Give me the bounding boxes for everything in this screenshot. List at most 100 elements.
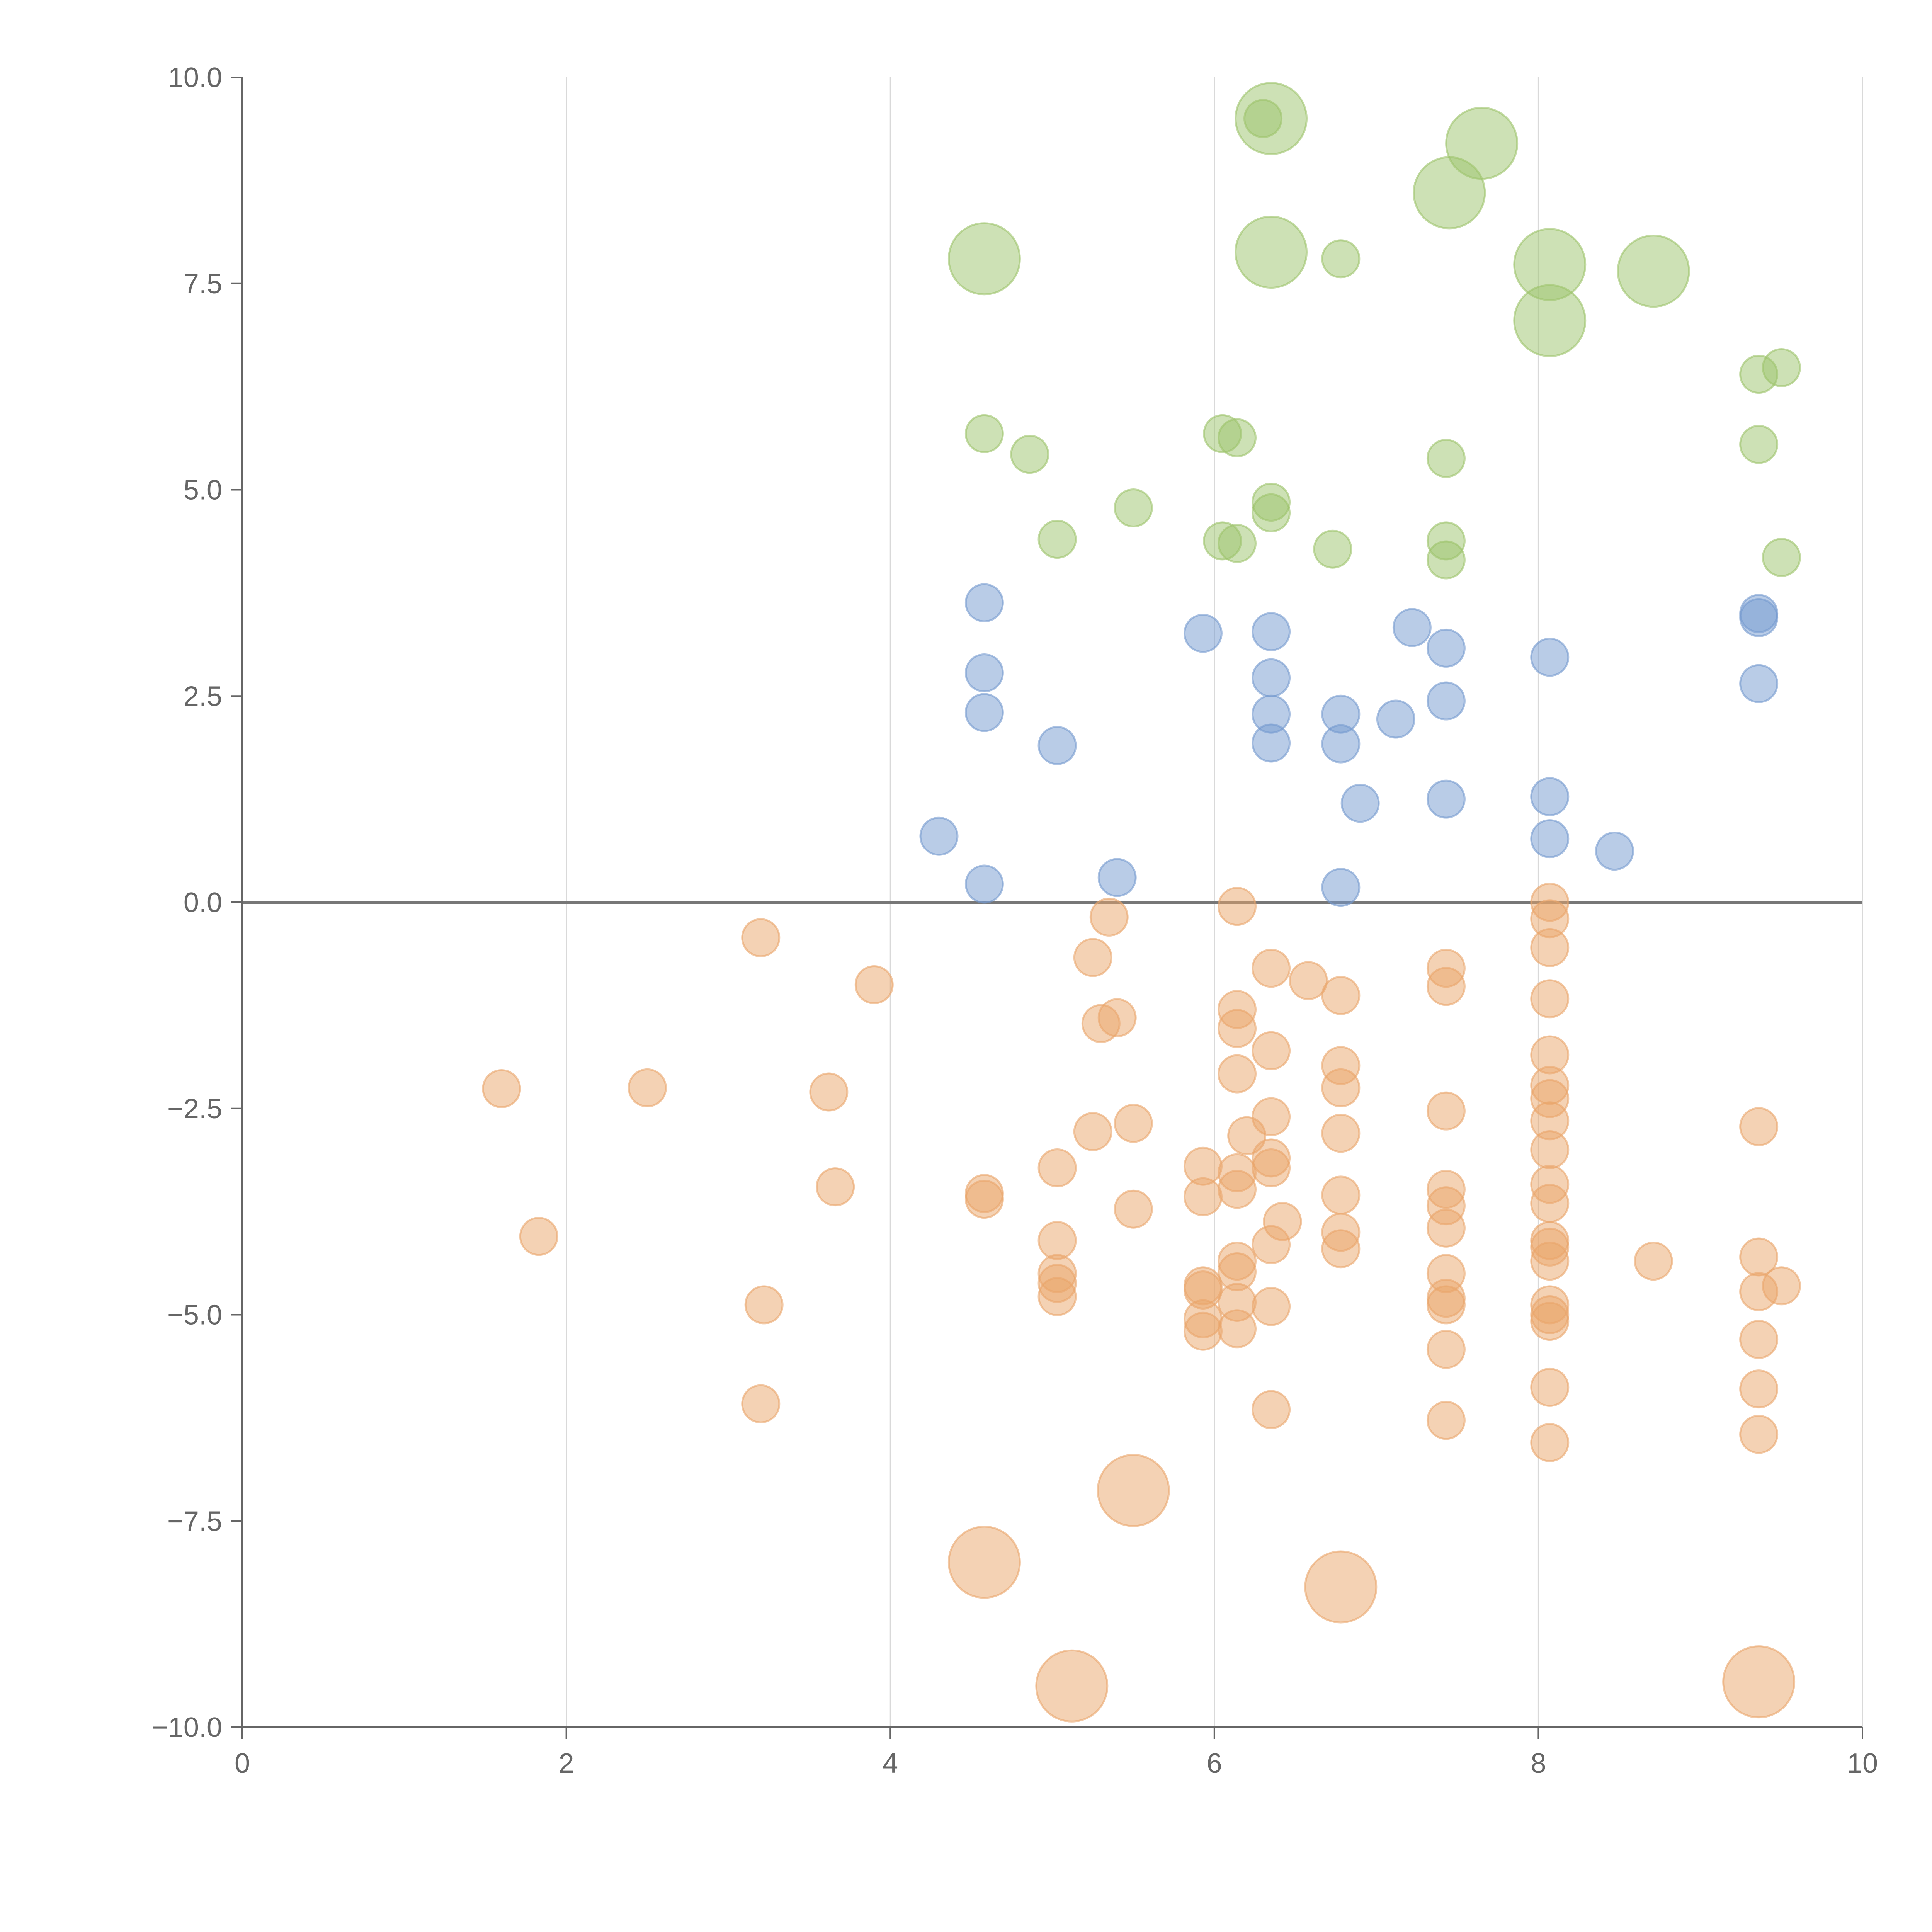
data-point bbox=[1530, 1367, 1570, 1407]
data-point bbox=[1252, 1287, 1291, 1326]
y-tick-label: 2.5 bbox=[184, 681, 222, 712]
y-tick-label: −10.0 bbox=[152, 1712, 222, 1743]
x-tick-label: 0 bbox=[235, 1748, 250, 1779]
data-point bbox=[1073, 1112, 1112, 1151]
data-point bbox=[1218, 418, 1257, 457]
data-point bbox=[1252, 1031, 1291, 1070]
data-point bbox=[1426, 1285, 1466, 1325]
data-point bbox=[1252, 1225, 1291, 1264]
data-point bbox=[1321, 239, 1361, 279]
data-point bbox=[1218, 1054, 1257, 1094]
data-point bbox=[1037, 1148, 1077, 1187]
data-point bbox=[1530, 1302, 1570, 1341]
data-point bbox=[1426, 681, 1466, 721]
data-point bbox=[1376, 699, 1415, 739]
x-tick-label: 10 bbox=[1847, 1748, 1878, 1779]
data-point bbox=[1218, 887, 1257, 926]
data-point bbox=[1037, 1277, 1077, 1316]
data-point bbox=[1252, 1148, 1291, 1187]
data-point bbox=[1321, 976, 1361, 1015]
data-point bbox=[964, 864, 1004, 904]
data-point bbox=[947, 222, 1021, 296]
data-point bbox=[1413, 156, 1486, 230]
y-tick-label: −5.0 bbox=[167, 1300, 222, 1331]
data-point bbox=[1617, 235, 1690, 308]
data-point bbox=[1321, 868, 1361, 907]
data-point bbox=[1530, 928, 1570, 967]
data-point bbox=[1114, 1104, 1153, 1143]
data-point bbox=[1073, 938, 1112, 977]
data-point bbox=[1530, 1242, 1570, 1281]
data-point bbox=[1426, 1330, 1466, 1369]
data-point bbox=[1426, 628, 1466, 668]
data-point bbox=[964, 1180, 1004, 1219]
data-point bbox=[519, 1217, 558, 1256]
data-point bbox=[1426, 779, 1466, 819]
data-point bbox=[1321, 1229, 1361, 1269]
y-tick-label: 10.0 bbox=[168, 62, 222, 93]
data-point bbox=[741, 918, 781, 957]
data-point bbox=[1227, 1116, 1267, 1155]
data-point bbox=[1243, 99, 1283, 138]
y-tick-label: −7.5 bbox=[167, 1506, 222, 1537]
data-point bbox=[744, 1285, 784, 1325]
data-point bbox=[1426, 1208, 1466, 1248]
data-point bbox=[1081, 1004, 1121, 1043]
data-point bbox=[964, 414, 1004, 453]
data-point bbox=[947, 1526, 1021, 1599]
data-point bbox=[1530, 1423, 1570, 1462]
data-point bbox=[1114, 1189, 1153, 1229]
data-point bbox=[1218, 1170, 1257, 1209]
data-point bbox=[1426, 1091, 1466, 1131]
data-point bbox=[1392, 608, 1432, 647]
data-point bbox=[628, 1068, 667, 1107]
data-point bbox=[1722, 1645, 1796, 1719]
data-point bbox=[1513, 284, 1587, 357]
data-point bbox=[1321, 724, 1361, 764]
axes: 0 2 4 6 8 10 10.0 7.5 5.0 2.5 0.0 −2.5 −5.0 −7.5 −10.0 bbox=[152, 62, 1878, 1779]
x-tick-label: 2 bbox=[559, 1748, 574, 1779]
data-point bbox=[1114, 488, 1153, 527]
data-point bbox=[1252, 658, 1291, 697]
data-point bbox=[964, 653, 1004, 692]
data-point bbox=[1426, 540, 1466, 580]
data-point bbox=[1530, 638, 1570, 677]
data-point bbox=[1426, 967, 1466, 1006]
data-point bbox=[1321, 1068, 1361, 1107]
data-point bbox=[1304, 1550, 1378, 1624]
data-point bbox=[1252, 612, 1291, 651]
data-point bbox=[1530, 1184, 1570, 1223]
data-point bbox=[1235, 216, 1308, 289]
data-point bbox=[1530, 1130, 1570, 1169]
data-point bbox=[1097, 858, 1137, 897]
data-point bbox=[1762, 348, 1801, 388]
data-point bbox=[809, 1072, 849, 1112]
data-point bbox=[919, 816, 959, 856]
data-point bbox=[1426, 439, 1466, 478]
data-point bbox=[1739, 1107, 1779, 1146]
data-point bbox=[1634, 1242, 1673, 1281]
data-point bbox=[1313, 529, 1352, 569]
data-point bbox=[1739, 1369, 1779, 1409]
x-tick-label: 8 bbox=[1531, 1748, 1546, 1779]
data-point bbox=[1183, 614, 1223, 653]
data-point bbox=[854, 965, 894, 1004]
x-tick-label: 6 bbox=[1207, 1748, 1222, 1779]
data-point bbox=[1183, 1177, 1223, 1216]
data-point bbox=[1739, 1320, 1779, 1359]
y-tick-label: −2.5 bbox=[167, 1094, 222, 1124]
data-point bbox=[482, 1069, 521, 1109]
data-point bbox=[1321, 1114, 1361, 1153]
data-point bbox=[1252, 723, 1291, 763]
data-point bbox=[816, 1167, 855, 1207]
data-point bbox=[1739, 1272, 1779, 1311]
data-point bbox=[1426, 1401, 1466, 1440]
data-point bbox=[1037, 520, 1077, 559]
data-point bbox=[1530, 777, 1570, 816]
data-point bbox=[1035, 1649, 1109, 1723]
y-tick-label: 0.0 bbox=[184, 887, 222, 918]
data-point bbox=[1762, 538, 1801, 577]
data-point bbox=[964, 693, 1004, 732]
data-point bbox=[1739, 664, 1779, 703]
data-point bbox=[1183, 1311, 1223, 1351]
